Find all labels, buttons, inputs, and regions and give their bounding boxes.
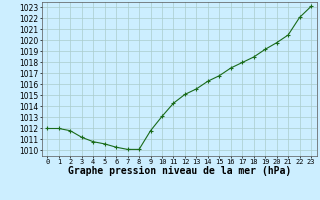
X-axis label: Graphe pression niveau de la mer (hPa): Graphe pression niveau de la mer (hPa) (68, 166, 291, 176)
